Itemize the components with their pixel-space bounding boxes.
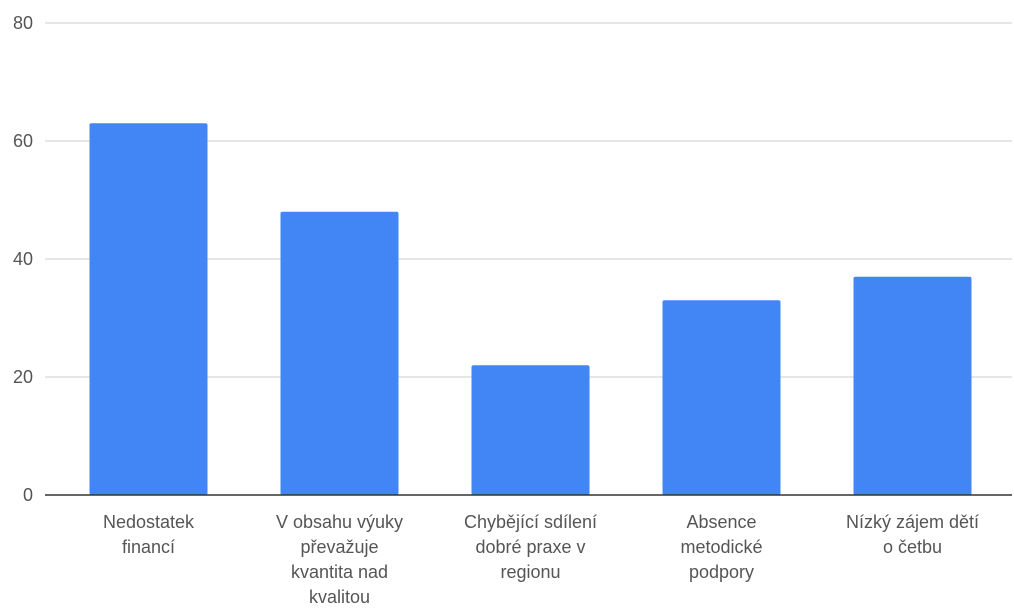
category-label-line: financí [122, 537, 175, 557]
bar [89, 123, 208, 496]
category-label-line: Absence [686, 512, 756, 532]
category-label-line: o četbu [883, 537, 942, 557]
category-label-line: metodické [680, 537, 762, 557]
y-tick-label: 20 [13, 367, 33, 387]
category-label-line: Chybějící sdílení [464, 512, 597, 532]
y-tick-label: 80 [13, 13, 33, 33]
category-label-line: V obsahu výuky [276, 512, 403, 532]
category-label: Nedostatek financí [103, 512, 195, 557]
category-label-line: dobré praxe v [475, 537, 585, 557]
category-label-line: kvantita nad [291, 562, 388, 582]
bar [853, 276, 972, 495]
bar [471, 365, 590, 495]
bars [89, 123, 972, 496]
category-label-line: Nízký zájem dětí [846, 512, 979, 532]
category-label-line: podpory [689, 562, 754, 582]
category-label-line: kvalitou [309, 587, 370, 607]
category-labels: Nedostatek financí V obsahu výuky převažuje… [103, 512, 979, 607]
category-label: Absence metodické podpory [680, 512, 762, 582]
bar [280, 211, 399, 496]
category-label: Nízký zájem dětí o četbu [846, 512, 979, 557]
category-label: Chybějící sdílení dobré praxe v regionu [464, 512, 597, 582]
category-label-line: regionu [500, 562, 560, 582]
y-tick-label: 0 [23, 485, 33, 505]
bar [662, 300, 781, 495]
y-tick-label: 60 [13, 131, 33, 151]
y-axis-ticks: 0 20 40 60 80 [13, 13, 33, 505]
category-label-line: převažuje [300, 537, 378, 557]
category-label: V obsahu výuky převažuje kvantita nad kvali… [276, 512, 403, 607]
y-tick-label: 40 [13, 249, 33, 269]
category-label-line: Nedostatek [103, 512, 195, 532]
